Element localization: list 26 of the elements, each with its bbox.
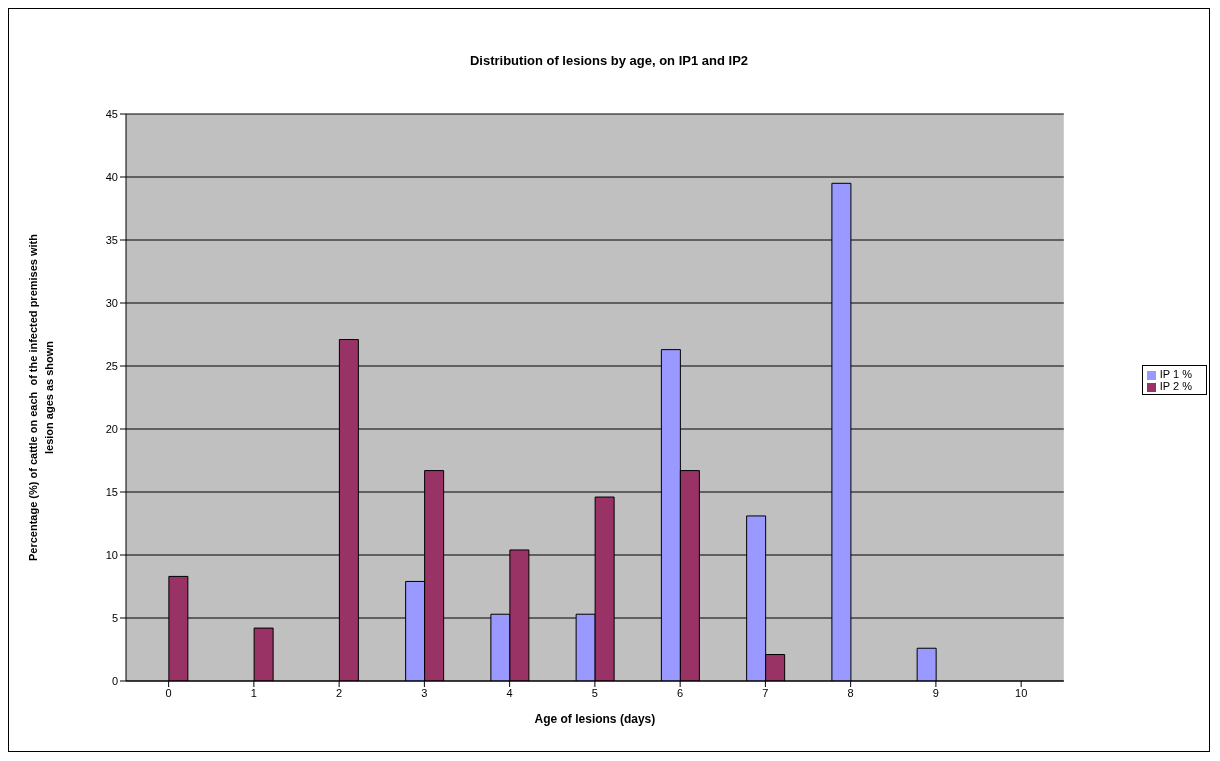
y-tick-label: 30	[105, 296, 118, 309]
x-tick-label: 0	[165, 686, 172, 699]
x-tick-label: 4	[506, 686, 513, 699]
y-tick-label: 10	[105, 548, 118, 561]
x-tick-label: 6	[677, 686, 684, 699]
y-tick-label: 45	[105, 107, 118, 120]
x-tick-label: 8	[847, 686, 854, 699]
y-tick-label: 40	[105, 170, 118, 183]
chart-title: Distribution of lesions by age, on IP1 and IP2	[468, 53, 750, 68]
y-axis-title: Percentage (%) of cattle on each of the infected premises with lesion ages as shown	[27, 233, 55, 562]
x-axis-title: Age of lesions (days)	[534, 712, 656, 726]
x-tick-label: 3	[421, 686, 428, 699]
x-tick-label: 2	[336, 686, 343, 699]
y-tick-label: 25	[105, 359, 118, 372]
x-tick-label: 5	[591, 686, 598, 699]
x-tick-label: 7	[762, 686, 769, 699]
legend-label: IP 1 %	[1159, 368, 1192, 380]
y-tick-label: 20	[105, 422, 118, 435]
y-tick-label: 5	[111, 611, 118, 624]
y-tick-label: 35	[105, 233, 118, 246]
y-tick-label: 0	[111, 674, 118, 687]
legend-label: IP 2 %	[1159, 380, 1192, 392]
y-tick-label: 15	[105, 485, 118, 498]
x-tick-label: 10	[1015, 686, 1028, 699]
x-tick-label: 9	[932, 686, 939, 699]
x-tick-label: 1	[250, 686, 257, 699]
